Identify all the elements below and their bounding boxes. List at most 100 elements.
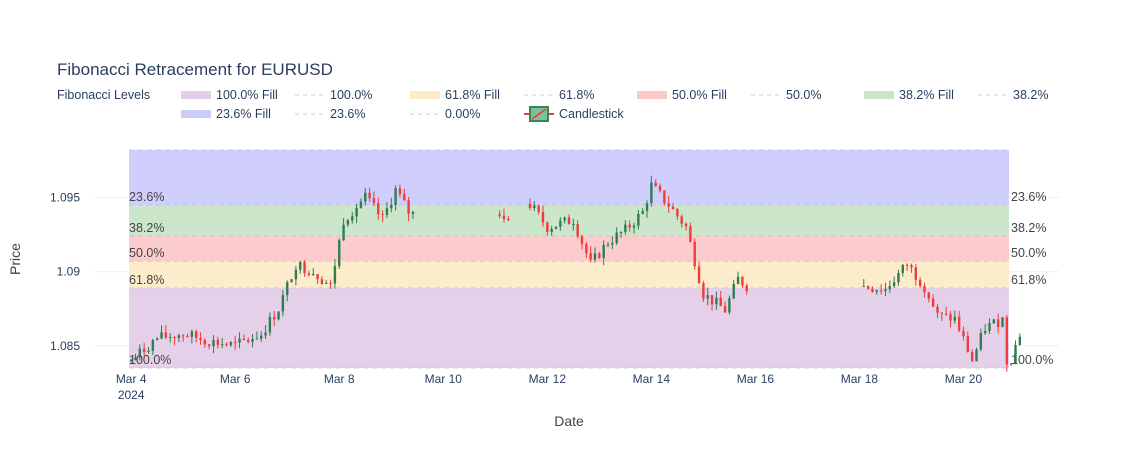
candle-body[interactable] (927, 292, 930, 299)
candle-body[interactable] (715, 297, 718, 305)
candle-body[interactable] (676, 209, 679, 217)
candle-body[interactable] (962, 330, 965, 337)
candle-body[interactable] (624, 224, 627, 233)
candle-body[interactable] (316, 274, 319, 280)
candle-body[interactable] (944, 313, 948, 315)
candle-body[interactable] (918, 280, 922, 287)
candle-body[interactable] (1009, 363, 1013, 365)
candle-body[interactable] (637, 213, 640, 226)
candle-body[interactable] (502, 215, 506, 219)
legend-item[interactable]: 0.00% (410, 107, 480, 121)
candle-body[interactable] (312, 274, 315, 276)
candle-body[interactable] (862, 286, 865, 288)
candle-body[interactable] (1001, 317, 1004, 328)
candle-body[interactable] (563, 217, 566, 221)
candle-body[interactable] (628, 224, 631, 228)
candle-body[interactable] (879, 290, 883, 292)
legend[interactable]: Fibonacci Levels 100.0% Fill 100.0% 61.8% … (57, 88, 1048, 122)
candle-body[interactable] (403, 194, 406, 201)
candle-body[interactable] (871, 288, 874, 292)
candle-body[interactable] (338, 240, 341, 267)
candle-body[interactable] (320, 279, 324, 284)
candle-body[interactable] (216, 339, 220, 345)
candle-body[interactable] (567, 217, 571, 225)
candle-body[interactable] (931, 298, 935, 307)
candle-body[interactable] (390, 204, 393, 209)
candle-body[interactable] (142, 348, 146, 353)
candle-body[interactable] (619, 232, 623, 234)
candle-body[interactable] (663, 190, 666, 204)
candle-body[interactable] (221, 344, 224, 346)
candle-body[interactable] (247, 340, 250, 342)
candle-body[interactable] (151, 340, 155, 351)
candle-body[interactable] (615, 232, 618, 244)
candle-body[interactable] (953, 316, 957, 321)
candle-body[interactable] (385, 208, 389, 215)
candle-body[interactable] (260, 335, 263, 339)
candle-body[interactable] (129, 359, 133, 361)
candle-body[interactable] (957, 316, 961, 331)
legend-item[interactable]: 38.2% Fill (864, 88, 954, 102)
candle-body[interactable] (364, 192, 367, 202)
candle-body[interactable] (355, 207, 358, 217)
candle-body[interactable] (277, 311, 280, 320)
candle-body[interactable] (892, 282, 896, 287)
candle-body[interactable] (901, 264, 904, 273)
candle-body[interactable] (719, 297, 722, 307)
candle-body[interactable] (173, 337, 176, 339)
candle-body[interactable] (195, 331, 198, 338)
candle-body[interactable] (949, 314, 952, 321)
legend-item[interactable]: 50.0% Fill (637, 88, 727, 102)
candle-body[interactable] (190, 331, 194, 337)
candle-body[interactable] (377, 203, 380, 215)
legend-item[interactable]: 23.6% (295, 107, 365, 121)
candle-body[interactable] (697, 266, 701, 284)
candle-body[interactable] (507, 218, 510, 220)
candle-body[interactable] (134, 357, 137, 360)
candle-body[interactable] (988, 323, 991, 332)
candle-body[interactable] (888, 286, 891, 290)
candle-body[interactable] (914, 267, 917, 281)
candle-body[interactable] (1014, 344, 1017, 364)
legend-item[interactable]: 23.6% Fill (181, 107, 271, 121)
candle-body[interactable] (589, 253, 592, 260)
candle-body[interactable] (632, 225, 636, 228)
candle-body[interactable] (745, 285, 748, 292)
candle-body[interactable] (177, 335, 181, 338)
candle-body[interactable] (155, 338, 159, 341)
candle-body[interactable] (1018, 336, 1022, 345)
candle-body[interactable] (164, 332, 168, 338)
legend-item[interactable]: 100.0% (295, 88, 372, 102)
candle-body[interactable] (368, 192, 371, 199)
candle-body[interactable] (138, 348, 142, 358)
candle-body[interactable] (255, 338, 259, 340)
candle-body[interactable] (923, 286, 926, 293)
candle-body[interactable] (299, 261, 302, 270)
candle-body[interactable] (680, 216, 683, 224)
candle-body[interactable] (398, 188, 402, 195)
candle-body[interactable] (671, 206, 675, 210)
candle-body[interactable] (541, 212, 545, 223)
candle-body[interactable] (689, 226, 692, 242)
candle-body[interactable] (598, 253, 601, 258)
candle-body[interactable] (333, 266, 337, 284)
candle-body[interactable] (970, 352, 974, 362)
legend-item[interactable]: 61.8% (524, 88, 594, 102)
candle-body[interactable] (372, 198, 376, 204)
candle-body[interactable] (351, 216, 354, 221)
candle-body[interactable] (281, 295, 285, 312)
candle-body[interactable] (264, 332, 267, 336)
candle-body[interactable] (533, 205, 536, 209)
candle-body[interactable] (1005, 317, 1009, 365)
candle-body[interactable] (546, 222, 549, 233)
candle-body[interactable] (940, 312, 943, 314)
candle-body[interactable] (290, 279, 293, 283)
candle-body[interactable] (910, 265, 913, 268)
candle-body[interactable] (359, 201, 363, 208)
candle-body[interactable] (684, 223, 688, 227)
candle-body[interactable] (654, 182, 657, 187)
candle-body[interactable] (602, 244, 605, 258)
candle-body[interactable] (186, 335, 189, 337)
candle-body[interactable] (884, 289, 887, 292)
candle-body[interactable] (342, 224, 345, 241)
